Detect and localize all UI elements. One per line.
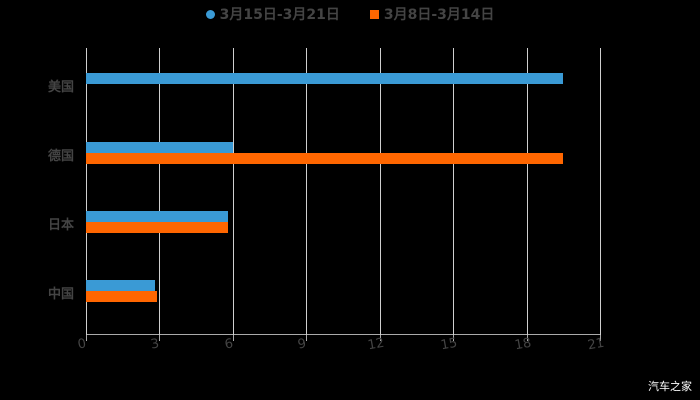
x-tick-label: 12 xyxy=(366,335,386,354)
gridline xyxy=(453,48,455,335)
legend: 3月15日-3月21日 3月8日-3月14日 xyxy=(0,4,700,24)
x-tick xyxy=(86,335,87,341)
bar[interactable] xyxy=(86,73,564,84)
watermark: 汽车之家 xyxy=(648,380,692,393)
gridline xyxy=(600,48,601,335)
plot-area xyxy=(86,48,601,341)
x-tick-label: 15 xyxy=(439,335,459,354)
bar[interactable] xyxy=(86,153,564,164)
bar[interactable] xyxy=(86,291,157,302)
x-tick xyxy=(232,335,234,341)
x-tick xyxy=(159,335,161,341)
gridline xyxy=(306,48,308,335)
x-tick xyxy=(379,335,381,341)
legend-label: 3月15日-3月21日 xyxy=(219,7,340,23)
legend-item-series-1[interactable]: 3月15日-3月21日 xyxy=(205,4,340,24)
x-axis-line xyxy=(86,334,600,335)
bar[interactable] xyxy=(86,222,228,233)
x-tick xyxy=(526,335,528,341)
gridline xyxy=(232,48,234,335)
bar[interactable] xyxy=(86,142,233,153)
square-marker-icon xyxy=(369,9,379,19)
y-category-label: 日本 xyxy=(48,218,75,233)
x-tick-label: 18 xyxy=(513,335,533,354)
bar[interactable] xyxy=(86,280,155,291)
legend-label: 3月8日-3月14日 xyxy=(383,7,495,23)
x-tick xyxy=(600,335,601,341)
y-category-label: 美国 xyxy=(48,80,75,95)
gridline xyxy=(159,48,161,335)
bar[interactable] xyxy=(86,211,228,222)
x-tick xyxy=(453,335,455,341)
gridline xyxy=(86,48,87,335)
circle-marker-icon xyxy=(205,9,215,19)
x-tick xyxy=(306,335,308,341)
y-category-label: 中国 xyxy=(48,287,75,302)
legend-item-series-2[interactable]: 3月8日-3月14日 xyxy=(369,4,495,24)
gridline xyxy=(379,48,381,335)
y-category-label: 德国 xyxy=(48,149,75,164)
gridline xyxy=(526,48,528,335)
x-tick-label: 21 xyxy=(586,335,606,354)
